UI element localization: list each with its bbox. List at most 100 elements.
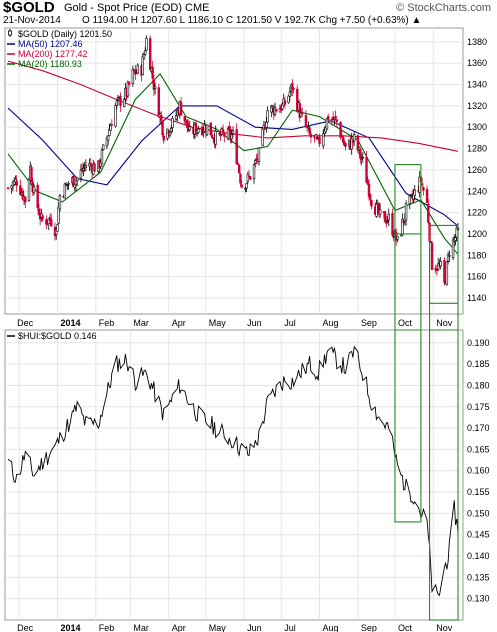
candle-body [160, 115, 163, 121]
candlestick-swatch-icon [8, 29, 12, 37]
candle-body [209, 122, 212, 136]
y-tick-label: 0.160 [467, 466, 490, 476]
legend-label: $HUI:$GOLD 0.146 [18, 331, 97, 341]
candle-body [115, 100, 118, 106]
x-tick-label: Mar [133, 318, 149, 328]
candle-body [153, 86, 157, 89]
candle-body [308, 127, 311, 135]
candle-body [141, 56, 144, 76]
candle-body [183, 115, 186, 122]
candle-body [123, 98, 126, 107]
candle-body [89, 163, 93, 167]
candle-body [318, 136, 321, 145]
symbol-title: $GOLD [3, 0, 55, 16]
x-tick-label: Aug [323, 318, 339, 328]
candle-body [448, 255, 451, 257]
ma-line-ma50 [7, 105, 459, 227]
x-tick-label: Apr [172, 623, 186, 632]
y-tick-label: 1360 [467, 58, 487, 68]
x-tick-label: Jun [247, 623, 262, 632]
candle-body [245, 182, 248, 189]
candle-body [443, 259, 446, 283]
candle-body [439, 261, 442, 267]
candle-body [194, 122, 198, 135]
candle-body [226, 128, 230, 139]
x-tick-label: Dec [17, 318, 34, 328]
candle-body [409, 194, 413, 196]
candle-body [32, 186, 36, 193]
y-tick-label: 1140 [467, 293, 486, 303]
x-tick-label: Feb [99, 318, 115, 328]
candle-body [126, 82, 130, 97]
candle-body [386, 220, 389, 223]
y-tick-label: 0.135 [467, 572, 490, 582]
candle-body [76, 177, 79, 181]
candle-body [370, 200, 373, 207]
candle-body [148, 38, 152, 70]
candle-body [134, 69, 137, 75]
x-tick-label: Apr [172, 318, 186, 328]
ma-line-ma200 [7, 60, 459, 152]
candle-body [401, 219, 404, 236]
candle-body [240, 184, 243, 188]
candle-body [56, 224, 59, 232]
candle-body [339, 121, 342, 138]
candle-body [79, 169, 83, 179]
candle-body [24, 196, 27, 203]
legend-label: $GOLD (Daily) 1201.50 [18, 29, 112, 39]
candle-body [387, 214, 390, 221]
candle-body [287, 95, 290, 103]
candle-body [266, 110, 269, 123]
y-tick-label: 0.165 [467, 444, 490, 454]
candle-body [30, 167, 33, 183]
y-tick-label: 1280 [467, 144, 487, 154]
candle-body [378, 209, 382, 215]
candle-body [257, 147, 261, 162]
y-tick-label: 1260 [467, 165, 487, 175]
candle-body [205, 124, 209, 136]
candle-body [186, 119, 189, 128]
candle-body [93, 163, 96, 172]
x-tick-label: Feb [99, 623, 115, 632]
candle-body [404, 203, 408, 221]
candle-body [239, 174, 242, 184]
candle-body [57, 206, 60, 224]
candle-body [361, 156, 365, 159]
candle-body [445, 261, 449, 285]
y-tick-label: 0.155 [467, 487, 490, 497]
candle-body [413, 189, 416, 196]
candle-body [375, 203, 378, 217]
y-tick-label: 0.175 [467, 402, 490, 412]
ma-line-ma20 [7, 73, 459, 255]
candle-body [131, 68, 135, 84]
candle-body [301, 112, 304, 115]
quote-summary: O 1194.00 H 1207.60 L 1186.10 C 1201.50 … [82, 15, 422, 26]
candle-body [429, 241, 433, 243]
candle-body [157, 87, 161, 118]
y-tick-label: 0.180 [467, 380, 490, 390]
candle-body [437, 263, 440, 270]
candle-body [179, 101, 183, 116]
candle-body [221, 129, 225, 133]
candle-body [252, 164, 256, 179]
candle-body [114, 105, 117, 127]
candle-body [142, 54, 146, 59]
annotation-box-2 [429, 224, 459, 621]
y-tick-label: 1380 [467, 37, 487, 47]
candle-body [304, 115, 308, 127]
candle-body [261, 128, 264, 147]
candle-body [58, 195, 62, 210]
candle-body [151, 66, 154, 79]
candle-body [72, 175, 75, 187]
y-tick-label: 0.185 [467, 359, 490, 369]
y-tick-label: 1160 [467, 272, 486, 282]
ratio-line [7, 345, 459, 597]
candle-body [84, 165, 88, 169]
y-tick-label: 0.170 [467, 423, 490, 433]
candle-body [325, 117, 329, 130]
candle-body [55, 229, 58, 235]
y-tick-label: 1320 [467, 101, 487, 111]
candle-body [254, 160, 257, 164]
candle-body [454, 237, 457, 241]
candle-body [425, 189, 429, 203]
